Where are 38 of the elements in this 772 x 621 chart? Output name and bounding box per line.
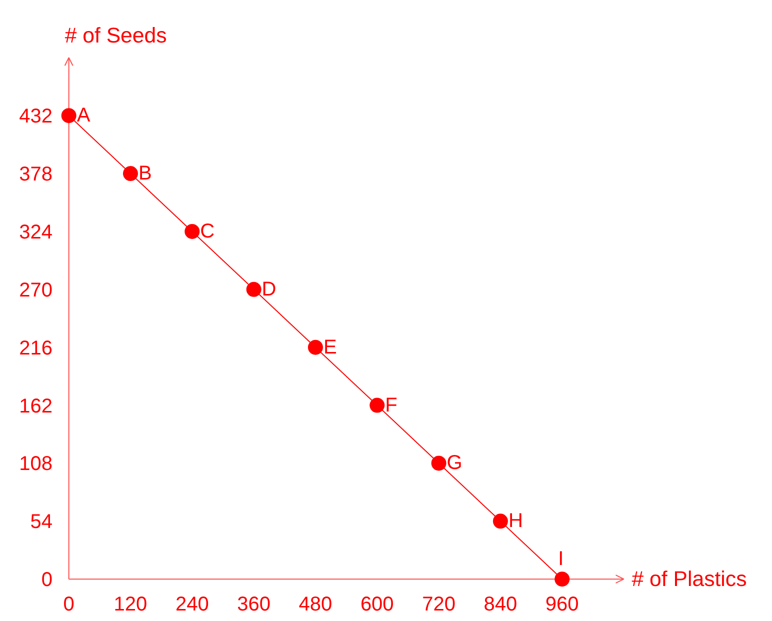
point — [122, 166, 138, 182]
annotation: B — [138, 162, 152, 185]
point — [431, 456, 446, 471]
x-tick-label: 120 — [114, 594, 148, 616]
x-axis-title: # of Plastics — [632, 567, 747, 592]
point — [492, 514, 508, 529]
point — [246, 282, 262, 297]
annotation: D — [262, 278, 276, 300]
x-tick-label: 0 — [63, 594, 74, 616]
y-tick-label: 378 — [19, 164, 53, 186]
y-tick-label: 216 — [19, 337, 53, 360]
x-tick-label: 600 — [360, 594, 394, 616]
y-tick-label: 108 — [19, 453, 53, 476]
x-tick-label: 360 — [237, 594, 270, 616]
y-tick-label: 162 — [19, 395, 53, 418]
y-tick-label: 432 — [19, 106, 53, 128]
annotation: E — [323, 336, 337, 358]
x-tick-label: 480 — [298, 594, 332, 616]
x-tick-label: 840 — [484, 594, 518, 616]
y-axis-title: # of Seeds — [64, 24, 167, 48]
x-tick-label: 720 — [422, 594, 456, 616]
point — [184, 224, 200, 239]
point — [308, 340, 323, 355]
point — [61, 108, 76, 124]
annotation: C — [200, 220, 215, 242]
annotation: H — [508, 510, 523, 532]
annotation: G — [446, 452, 462, 474]
y-tick-label: 0 — [41, 569, 52, 592]
annotation: I — [558, 548, 564, 570]
annotation: A — [76, 104, 91, 127]
point — [370, 398, 385, 413]
y-tick-label: 270 — [19, 279, 53, 302]
y-tick-label: 324 — [19, 221, 53, 244]
y-tick-label: 54 — [30, 511, 53, 534]
x-tick-label: 960 — [545, 594, 579, 616]
x-tick-label: 240 — [175, 594, 209, 616]
point — [554, 572, 570, 587]
annotation: F — [385, 394, 398, 416]
